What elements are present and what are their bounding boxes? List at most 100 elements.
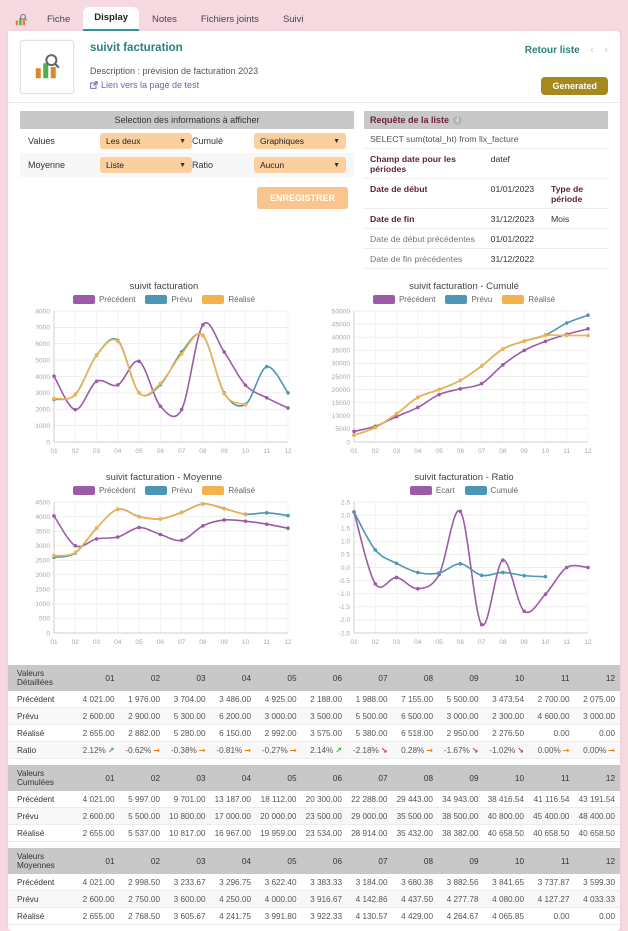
tab-fichiers-joints[interactable]: Fichiers joints	[200, 14, 259, 25]
month-header: 01	[74, 765, 120, 791]
value-cell: 2 655.00	[74, 824, 120, 842]
svg-text:1.5: 1.5	[341, 526, 350, 533]
value-cell: 0.00	[574, 907, 620, 925]
value-cell: 38 416.54	[483, 791, 529, 808]
next-record-icon[interactable]: ›	[604, 44, 608, 56]
row-label: Prévu	[8, 707, 74, 725]
tab-display[interactable]: Display	[83, 7, 140, 31]
value-cell: -1.02% ↘	[483, 741, 529, 759]
legend-label: Précédent	[398, 295, 436, 304]
value-cell: 3 575.00	[301, 724, 347, 742]
legend-label: Précédent	[98, 486, 136, 495]
trend-down-icon: ↘	[517, 745, 524, 755]
tab-notes[interactable]: Notes	[152, 14, 177, 25]
chevron-down-icon: ▼	[333, 137, 340, 145]
month-header: 05	[256, 765, 302, 791]
value-cell: 38 382.00	[438, 824, 484, 842]
value-cell: 3 000.00	[438, 707, 484, 725]
legend-item-précédent[interactable]: Précédent	[372, 295, 436, 304]
save-button[interactable]: ENREGISTRER	[256, 187, 348, 209]
legend-label: Réalisé	[228, 486, 256, 495]
value-cell: 6 500.00	[392, 707, 438, 725]
tab-fiche[interactable]: Fiche	[47, 14, 71, 25]
value-cell: 6 200.00	[210, 707, 256, 725]
legend-item-réalisé[interactable]: Réalisé	[202, 295, 255, 304]
month-header: 03	[165, 848, 211, 874]
month-header: 10	[483, 665, 529, 691]
chart-canvas: -2.5 -2.0 -1.5 -1.0 -0.5 0.0 0.5 1.0 1.5 2.0 2.5 01…	[339, 499, 592, 646]
value-cell: 0.28% →	[392, 741, 438, 759]
legend-item-précédent[interactable]: Précédent	[72, 295, 135, 304]
back-to-list-link[interactable]: Retour liste	[524, 45, 580, 56]
chart-legend: Précédent Prévu Réalisé	[318, 295, 610, 304]
cumule-select[interactable]: Graphiques ▼	[254, 133, 346, 149]
prev-record-icon[interactable]: ‹	[590, 44, 594, 56]
legend-item-prévu[interactable]: Prévu	[145, 486, 192, 495]
value-cell: 2 300.00	[483, 707, 529, 725]
row-label: Réalisé	[8, 724, 74, 742]
value-cell: 7 155.00	[392, 691, 438, 708]
values-select[interactable]: Les deux ▼	[100, 133, 192, 149]
svg-text:15000: 15000	[332, 400, 351, 407]
svg-text:08: 08	[499, 639, 507, 646]
value-cell: 3 704.00	[165, 691, 211, 708]
legend-swatch	[502, 295, 525, 304]
trend-right-icon: →	[562, 745, 570, 755]
table-row-réalisé: Réalisé 2 655.00 2 882.00 5 280.00 6 150.00 2…	[8, 724, 620, 742]
svg-text:02: 02	[72, 448, 80, 455]
value-cell: 4 021.00	[74, 791, 120, 808]
table-row-prévu: Prévu 2 600.00 5 500.00 10 800.00 17 000.00 2…	[8, 807, 620, 825]
svg-text:2000: 2000	[35, 407, 50, 414]
query-row: Date de début précédentes 01/01/2022	[364, 229, 608, 249]
test-page-link[interactable]: Lien vers la page de test	[90, 80, 258, 90]
legend-swatch	[145, 295, 168, 304]
svg-text:-0.5: -0.5	[339, 578, 351, 585]
chart-suivit-facturation---ratio: suivit facturation - Ratio Écart Cumulé -2.…	[318, 466, 610, 653]
tab-bar: Fiche Display Notes Fichiers joints Suiv…	[0, 0, 628, 31]
svg-text:09: 09	[221, 639, 229, 646]
svg-text:11: 11	[263, 639, 270, 646]
prev-start-date-label: Date de début précédentes	[370, 233, 475, 244]
chart-legend: Écart Cumulé	[318, 486, 610, 495]
month-header: 11	[529, 848, 575, 874]
legend-item-réalisé[interactable]: Réalisé	[502, 295, 555, 304]
info-icon[interactable]: i	[453, 115, 463, 125]
moyenne-select[interactable]: Liste ▼	[100, 157, 192, 173]
value-cell: 23 534.00	[301, 824, 347, 842]
legend-item-cumulé[interactable]: Cumulé	[464, 486, 518, 495]
value-cell: 2 075.00	[574, 691, 620, 708]
value-cell: 5 380.00	[347, 724, 393, 742]
value-cell: 2.14% ↗	[301, 741, 347, 759]
value-cell: 3 882.56	[438, 874, 484, 891]
svg-text:20000: 20000	[332, 387, 351, 394]
legend-item-réalisé[interactable]: Réalisé	[202, 486, 255, 495]
svg-text:08: 08	[199, 448, 207, 455]
svg-text:07: 07	[478, 639, 486, 646]
table-row-réalisé: Réalisé 2 655.00 2 768.50 3 605.67 4 241.75 3…	[8, 907, 620, 925]
field-label-cumule: Cumulé	[192, 136, 224, 146]
value-cell: 3 000.00	[256, 707, 302, 725]
value-cell: 2 768.50	[119, 907, 165, 925]
month-header: 02	[119, 848, 165, 874]
value-cell: 34 943.00	[438, 791, 484, 808]
value-cell: 35 432.00	[392, 824, 438, 842]
svg-text:03: 03	[93, 639, 101, 646]
value-cell: 2.12% ↗	[74, 741, 120, 759]
trend-right-icon: →	[244, 745, 251, 755]
value-cell: 0.00	[529, 907, 575, 925]
tab-suivi[interactable]: Suivi	[282, 14, 304, 25]
query-panel-title: Requête de la liste	[370, 115, 450, 125]
legend-item-prévu[interactable]: Prévu	[145, 295, 192, 304]
legend-label: Écart	[435, 486, 455, 495]
legend-item-écart[interactable]: Écart	[409, 486, 455, 495]
legend-item-précédent[interactable]: Précédent	[72, 486, 136, 495]
svg-text:4000: 4000	[35, 374, 50, 381]
legend-label: Prévu	[171, 295, 193, 304]
value-cell: 4 021.00	[74, 691, 120, 708]
legend-item-prévu[interactable]: Prévu	[445, 295, 492, 304]
svg-text:50000: 50000	[332, 308, 351, 315]
svg-text:07: 07	[178, 639, 186, 646]
ratio-select[interactable]: Aucun ▼	[254, 157, 346, 173]
svg-text:2500: 2500	[35, 558, 50, 565]
value-cell: 2 700.00	[529, 691, 575, 708]
